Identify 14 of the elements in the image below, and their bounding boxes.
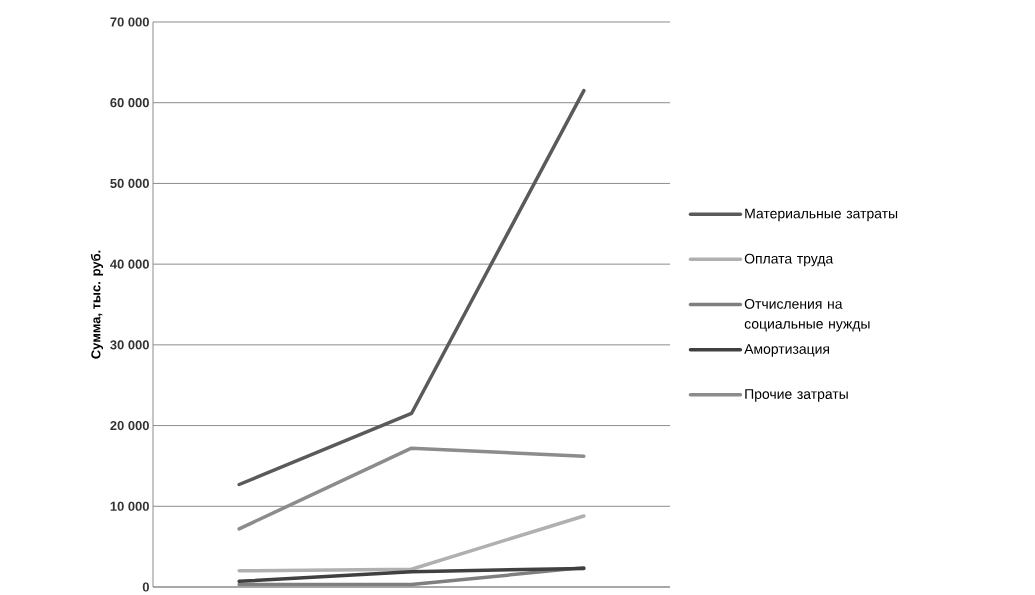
y-tick-label: 10 000 bbox=[110, 501, 149, 511]
y-tick-label: 20 000 bbox=[110, 420, 149, 431]
legend-label: Оплата труда bbox=[744, 253, 834, 267]
legend-label: Материальные затраты bbox=[745, 208, 898, 222]
y-tick-label: 50 000 bbox=[110, 178, 149, 189]
legend-label: Прочие затраты bbox=[745, 389, 848, 402]
y-tick-label: 70 000 bbox=[110, 17, 149, 27]
legend-label: Амортизация bbox=[744, 344, 830, 357]
legend-label: Отчисления на социальные нужды bbox=[744, 298, 870, 332]
y-tick-label: 60 000 bbox=[110, 98, 149, 108]
y-tick-label: 0 bbox=[142, 582, 149, 592]
y-tick-label: 40 000 bbox=[110, 259, 149, 269]
y-axis-title: Сумма, тыс. руб. bbox=[90, 250, 104, 359]
y-tick-label: 30 000 bbox=[110, 340, 149, 350]
